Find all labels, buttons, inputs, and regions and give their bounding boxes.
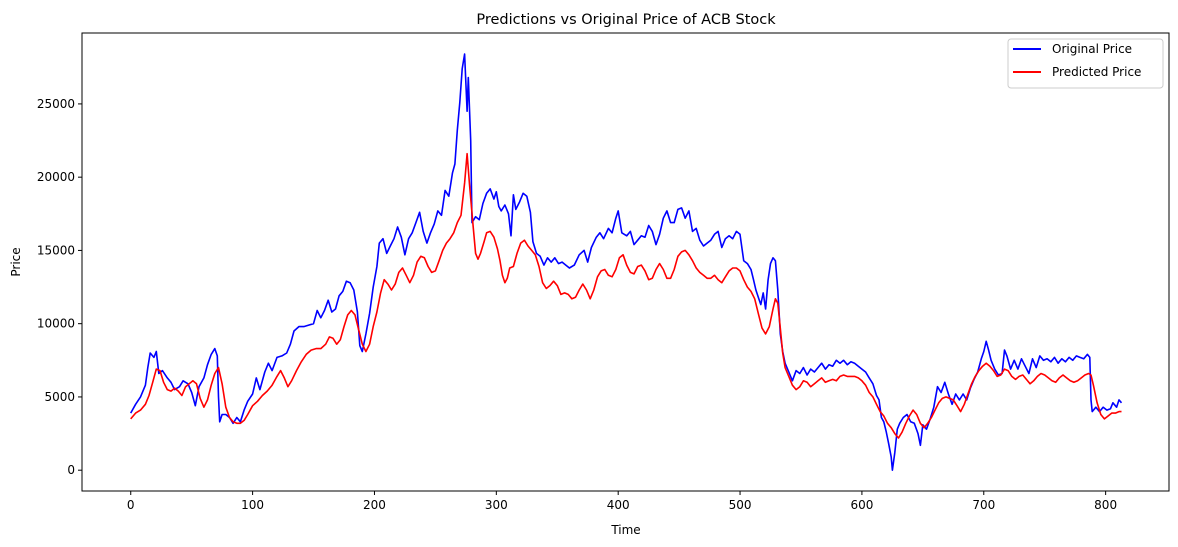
x-tick-label: 100 <box>241 498 264 512</box>
legend-box <box>1007 38 1164 89</box>
x-tick-label: 300 <box>485 498 508 512</box>
legend: Original Price Predicted Price <box>1007 38 1164 89</box>
x-axis-title: Time <box>610 523 640 537</box>
x-tick-label: 700 <box>972 498 995 512</box>
y-axis-title: Price <box>9 247 23 276</box>
series-line-predicted-price <box>130 152 1122 439</box>
series-line-original-price <box>130 53 1123 472</box>
legend-label-predicted: Predicted Price <box>1052 65 1141 79</box>
x-tick-label: 200 <box>363 498 386 512</box>
y-tick-label: 10000 <box>37 317 75 331</box>
plot-frame <box>81 32 1170 492</box>
x-tick-label: 500 <box>729 498 752 512</box>
x-tick-label: 800 <box>1094 498 1117 512</box>
y-tick-label: 5000 <box>44 390 75 404</box>
chart-title: Predictions vs Original Price of ACB Sto… <box>476 12 776 28</box>
x-tick-label: 600 <box>850 498 873 512</box>
y-tick-label: 25000 <box>37 97 75 111</box>
plot-area <box>130 53 1123 472</box>
x-tick-label: 400 <box>607 498 630 512</box>
y-tick-label: 0 <box>67 463 75 477</box>
legend-label-original: Original Price <box>1052 42 1132 56</box>
y-tick-label: 15000 <box>37 243 75 257</box>
y-tick-label: 20000 <box>37 170 75 184</box>
x-tick-label: 0 <box>127 498 135 512</box>
